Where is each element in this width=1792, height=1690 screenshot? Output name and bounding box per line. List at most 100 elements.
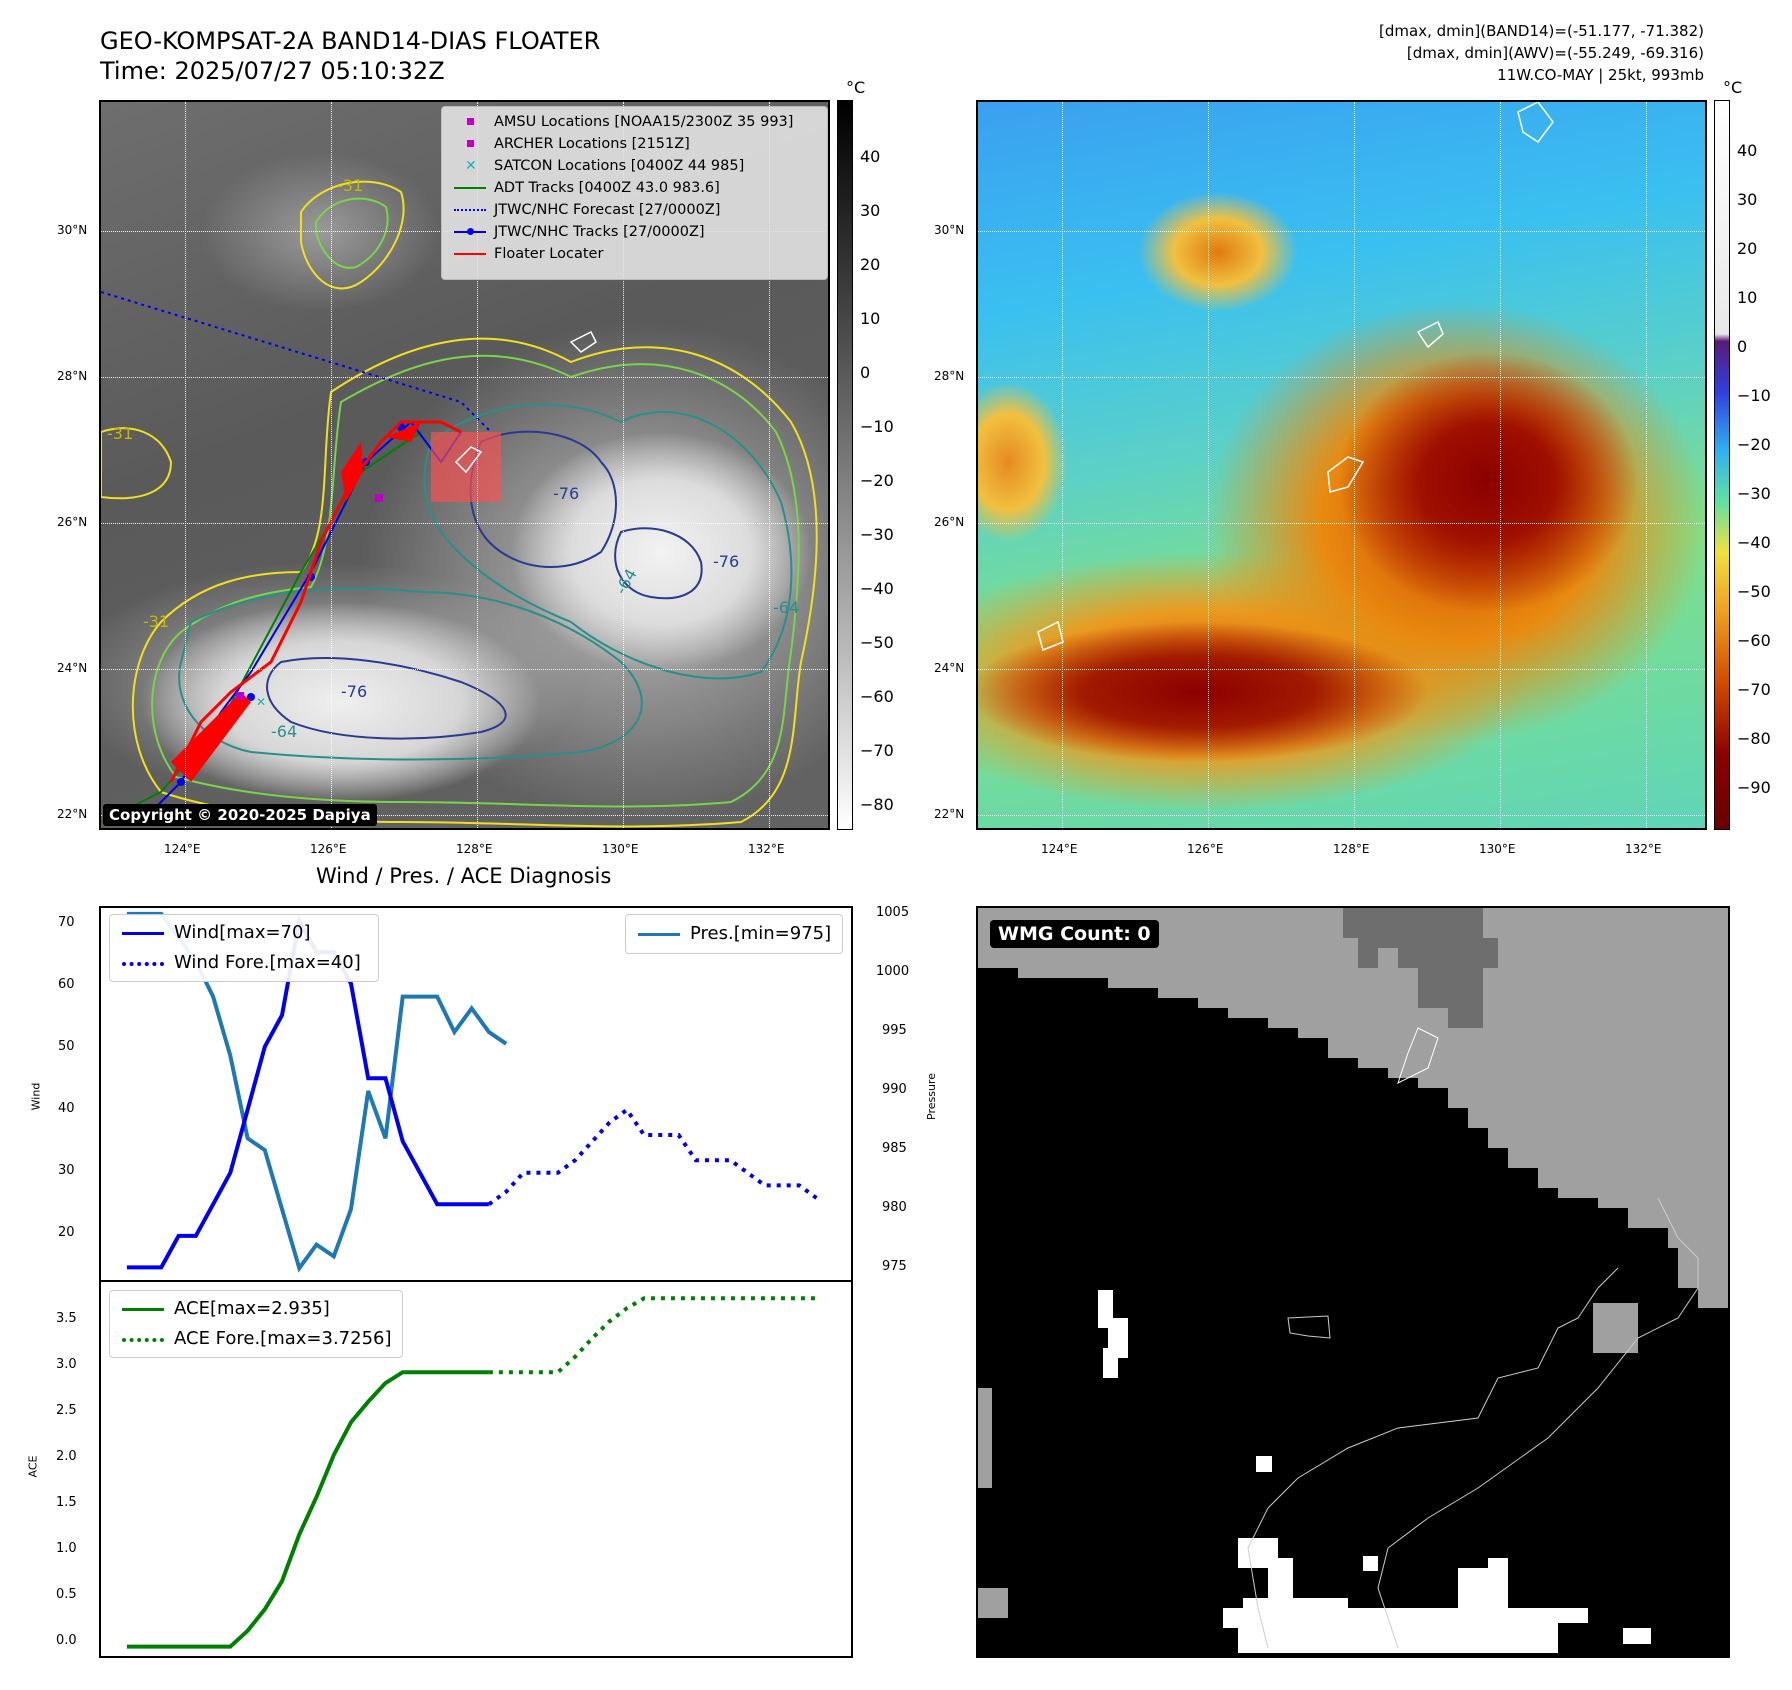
contour-teal-west	[178, 587, 643, 761]
coastline	[1037, 620, 1064, 652]
lat-tick: 22°N	[57, 807, 88, 821]
contour-label: -31	[337, 176, 364, 195]
contour-core-se	[614, 527, 703, 600]
wmg-count-badge: WMG Count: 0	[990, 920, 1159, 948]
colorbar-awv-tick: −30	[1737, 484, 1771, 503]
wmg-land-dark	[1343, 908, 1498, 1028]
colorbar-awv-tick: 10	[1737, 288, 1758, 307]
colorbar-gray-tick: −20	[860, 471, 894, 490]
coastline	[569, 330, 597, 353]
colorbar-awv-tick: −40	[1737, 533, 1771, 552]
contour-green-north	[315, 197, 389, 269]
pressure-ytick: 1000	[876, 964, 910, 979]
copyright-badge: Copyright © 2020-2025 Dapiya	[103, 804, 377, 826]
colorbar-awv-tick: −90	[1737, 778, 1771, 797]
ace-forecast-line	[488, 1296, 817, 1375]
figure-time: Time: 2025/07/27 05:10:32Z	[100, 57, 445, 85]
colorbar-awv-tick: 30	[1737, 190, 1758, 209]
wmg-map	[978, 908, 1728, 1653]
wmg-land-gray	[978, 908, 1728, 1308]
colorbar-gray-tick: 20	[860, 255, 881, 274]
awv-coastlines	[1037, 102, 1554, 652]
pressure-ytick: 980	[882, 1200, 907, 1215]
contour-label: -64	[773, 598, 800, 617]
contour-yellow-west	[101, 427, 173, 500]
contour-label: -31	[107, 424, 134, 443]
ace-legend: ACE[max=2.935] ACE Fore.[max=3.7256]	[109, 1290, 403, 1358]
floater-track	[169, 420, 462, 783]
coastline	[1327, 456, 1365, 493]
colorbar-awv-tick: 0	[1737, 337, 1748, 356]
wmg-white	[1623, 1628, 1651, 1644]
colorbar-gray-tick: −70	[860, 741, 894, 760]
wmg-coastline	[1287, 1315, 1331, 1339]
info-band14-range: [dmax, dmin](BAND14)=(-51.177, -71.382)	[1379, 22, 1704, 40]
ace-ytick: 1.5	[56, 1495, 77, 1510]
colorbar-gray-tick: 30	[860, 201, 881, 220]
pressure-ytick: 1005	[876, 905, 910, 920]
pressure-ytick: 985	[882, 1141, 907, 1156]
wmg-white	[1098, 1290, 1128, 1378]
lat-tick: 28°N	[57, 369, 88, 383]
lon-tick: 130°E	[1479, 842, 1516, 856]
lat-tick: 26°N	[934, 515, 965, 529]
wmg-white	[1223, 1538, 1588, 1653]
ace-ytick: 3.0	[56, 1357, 77, 1372]
ace-line	[126, 1370, 489, 1649]
wmg-coastline	[1377, 1197, 1699, 1649]
colorbar-gray-tick: 10	[860, 309, 881, 328]
contour-green-main	[151, 354, 800, 808]
coastline	[454, 446, 483, 474]
ace-ytick: 1.0	[56, 1541, 77, 1556]
colorbar-gray-tick: −50	[860, 633, 894, 652]
contour-core-east	[469, 430, 617, 568]
ace-ytick: 3.5	[56, 1311, 77, 1326]
ir-map: ✕ -76 -76 -64 -64 -76 -64 -31 -31 -31 AM…	[99, 100, 830, 830]
wind-forecast-line	[487, 1106, 818, 1206]
diagnosis-title: Wind / Pres. / ACE Diagnosis	[316, 864, 612, 888]
lat-tick: 24°N	[934, 661, 965, 675]
lon-tick: 132°E	[1625, 842, 1662, 856]
wind-ytick: 60	[58, 977, 75, 992]
floater-wedge	[341, 442, 363, 502]
floater-wedge	[171, 692, 251, 782]
lat-tick: 26°N	[57, 515, 88, 529]
lon-tick: 130°E	[602, 842, 639, 856]
lon-tick: 124°E	[164, 842, 201, 856]
contour-label: -31	[143, 612, 170, 631]
colorbar-gray-unit: °C	[846, 78, 866, 97]
wmg-coastline	[1247, 1267, 1619, 1649]
wind-ytick: 30	[58, 1163, 75, 1178]
wmg-white	[1363, 1556, 1378, 1571]
contour-label: -64	[271, 722, 298, 741]
colorbar-awv	[1714, 100, 1730, 830]
lon-tick: 128°E	[1333, 842, 1370, 856]
lon-tick: 124°E	[1041, 842, 1078, 856]
ace-ylabel: ACE	[26, 1455, 40, 1478]
wmg-gray-block	[978, 1388, 992, 1488]
wmg-panel: WMG Count: 0	[976, 906, 1730, 1658]
jtwc-track-point	[177, 778, 185, 786]
colorbar-awv-tick: −80	[1737, 729, 1771, 748]
pressure-ytick: 990	[882, 1082, 907, 1097]
colorbar-gray	[837, 100, 853, 830]
contour-label: -76	[713, 552, 740, 571]
colorbar-awv-tick: −70	[1737, 680, 1771, 699]
contour-yellow-north	[300, 180, 405, 290]
colorbar-awv-tick: 40	[1737, 141, 1758, 160]
colorbar-awv-tick: −60	[1737, 631, 1771, 650]
satcon-marker: ✕	[256, 695, 266, 709]
lat-tick: 30°N	[934, 223, 965, 237]
colorbar-awv-tick: −20	[1737, 435, 1771, 454]
pressure-legend: Pres.[min=975]	[625, 914, 843, 954]
info-awv-range: [dmax, dmin](AWV)=(-55.249, -69.316)	[1406, 44, 1704, 62]
wind-ytick: 70	[58, 915, 75, 930]
colorbar-awv-tick: −10	[1737, 386, 1771, 405]
coastline	[1517, 102, 1554, 144]
lat-tick: 28°N	[934, 369, 965, 383]
lat-tick: 24°N	[57, 661, 88, 675]
contour-core-west	[266, 657, 507, 740]
map-legend: AMSU Locations [NOAA15/2300Z 35 993] ARC…	[441, 106, 828, 280]
wmg-coastline	[1397, 1027, 1439, 1084]
ace-ytick: 2.5	[56, 1403, 77, 1418]
